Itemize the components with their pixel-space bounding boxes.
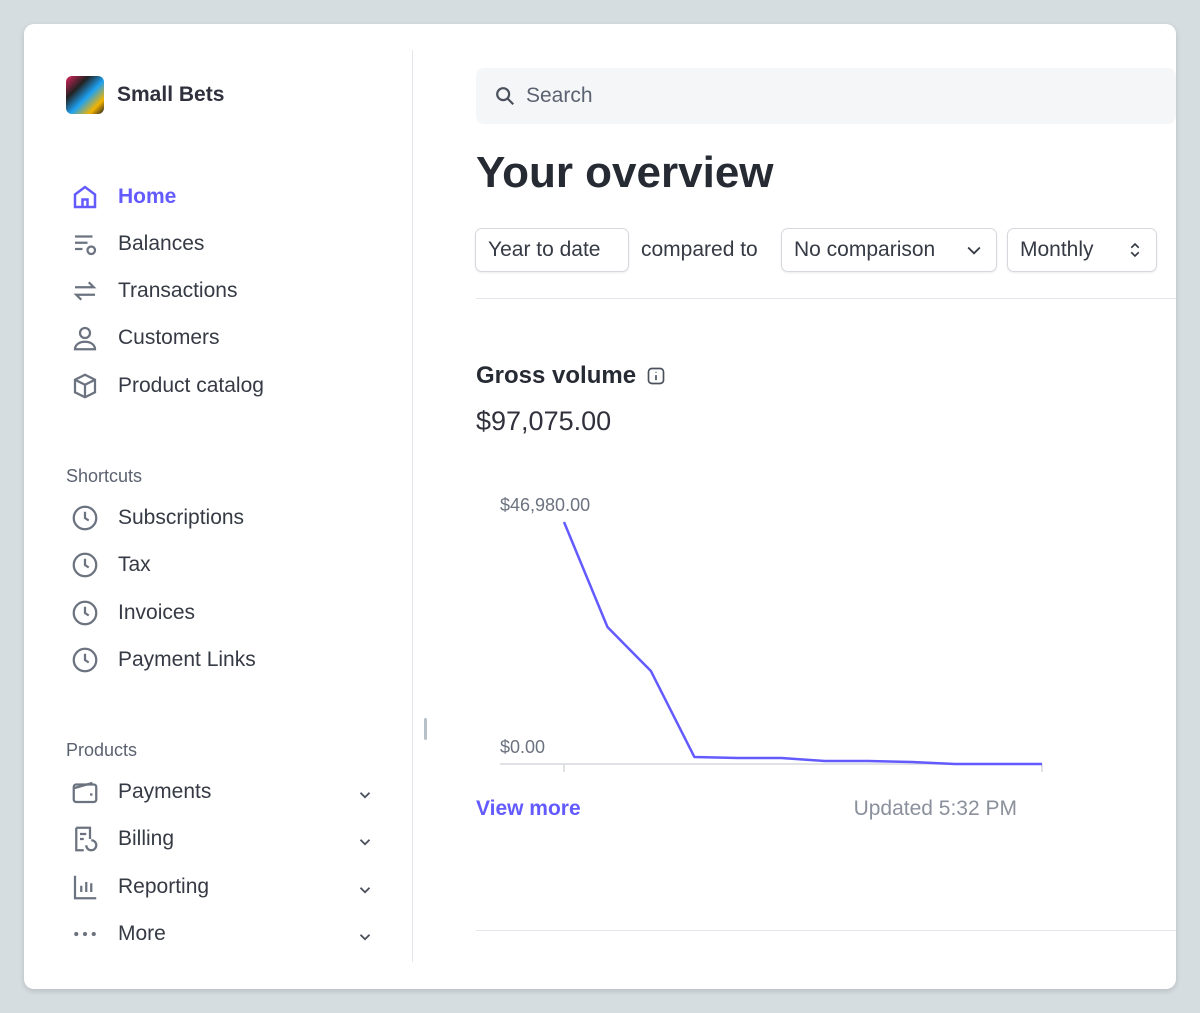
metric-header: Gross volume bbox=[476, 362, 666, 390]
chevron[interactable] bbox=[356, 881, 374, 899]
info-icon[interactable] bbox=[646, 366, 666, 386]
icon bbox=[72, 552, 98, 578]
label: More bbox=[118, 922, 166, 945]
series-line bbox=[562, 521, 1042, 766]
label: Year to date bbox=[488, 238, 601, 261]
label: Balances bbox=[118, 232, 205, 255]
product[interactable]: Payments bbox=[70, 777, 211, 807]
y-tick-label: $0.00 bbox=[500, 737, 545, 757]
resize-handle[interactable] bbox=[424, 718, 427, 740]
label: Payment Links bbox=[118, 648, 256, 671]
x-tick-label: Jan 2024 bbox=[564, 779, 638, 780]
shortcut[interactable]: Subscriptions bbox=[70, 503, 244, 533]
label: Invoices bbox=[118, 601, 196, 624]
search-placeholder: Search bbox=[526, 84, 593, 107]
label: Monthly bbox=[1020, 238, 1094, 261]
shortcut[interactable]: Invoices bbox=[70, 598, 195, 628]
chevron[interactable] bbox=[356, 786, 374, 804]
separator bbox=[476, 930, 1176, 931]
icon bbox=[73, 373, 97, 399]
search-icon bbox=[496, 87, 515, 106]
label: Home bbox=[118, 185, 177, 208]
nav-product-catalog[interactable]: Product catalog bbox=[70, 371, 264, 401]
chevron bbox=[967, 246, 981, 255]
icon bbox=[74, 931, 96, 937]
label: Product catalog bbox=[118, 374, 264, 397]
icon bbox=[72, 647, 98, 673]
x-tick-label: Dec 2024 bbox=[965, 779, 1042, 780]
compared-label: compared to bbox=[641, 238, 758, 261]
shortcut[interactable]: Tax bbox=[70, 550, 151, 580]
chevron[interactable] bbox=[356, 928, 374, 946]
search-bar[interactable]: Search bbox=[476, 68, 1176, 124]
metric-total: $97,075.00 bbox=[476, 406, 612, 436]
chevron bbox=[1130, 242, 1140, 258]
section-title: Shortcuts bbox=[66, 466, 143, 486]
metric-title: Gross volume bbox=[476, 362, 637, 389]
label: Transactions bbox=[118, 279, 238, 302]
label: Subscriptions bbox=[118, 506, 245, 529]
interval-select[interactable]: Monthly bbox=[1007, 228, 1157, 272]
icon bbox=[73, 185, 97, 209]
icon bbox=[72, 781, 98, 804]
icon bbox=[72, 600, 98, 626]
sidebar-divider bbox=[412, 50, 413, 962]
icon bbox=[73, 326, 97, 351]
nav-balances[interactable]: Balances bbox=[70, 229, 204, 259]
label: No comparison bbox=[794, 238, 936, 261]
nav-home[interactable]: Home bbox=[70, 182, 176, 212]
view-more-link[interactable]: View more bbox=[476, 797, 581, 820]
label: Tax bbox=[118, 553, 151, 576]
range-button[interactable]: Year to date bbox=[475, 228, 629, 272]
brand-logo bbox=[66, 76, 104, 114]
separator bbox=[476, 298, 1176, 299]
product[interactable]: Reporting bbox=[70, 872, 209, 902]
page-title: Your overview bbox=[476, 148, 774, 197]
shortcut[interactable]: Payment Links bbox=[70, 645, 256, 675]
chart: $0.00 $46,980.00 Jan 2024 Dec 2024 bbox=[500, 495, 1043, 780]
icon bbox=[72, 505, 98, 531]
nav-transactions[interactable]: Transactions bbox=[70, 276, 237, 306]
app-window: Small Bets Home Balances Transactions Cu… bbox=[24, 24, 1176, 989]
section-title: Products bbox=[66, 740, 138, 760]
product[interactable]: More bbox=[70, 919, 166, 949]
updated-time: Updated 5:32 PM bbox=[853, 797, 1017, 820]
product[interactable]: Billing bbox=[70, 824, 174, 854]
icon bbox=[73, 281, 97, 301]
chevron[interactable] bbox=[356, 833, 374, 851]
label: Billing bbox=[118, 827, 175, 850]
label: Payments bbox=[118, 780, 212, 803]
icon bbox=[75, 826, 98, 852]
nav-customers[interactable]: Customers bbox=[70, 323, 220, 353]
comparison-select[interactable]: No comparison bbox=[781, 228, 997, 272]
icon bbox=[75, 235, 97, 256]
icon bbox=[73, 875, 97, 900]
brand[interactable]: Small Bets bbox=[66, 76, 224, 114]
y-tick-label: $46,980.00 bbox=[500, 495, 590, 515]
label: Customers bbox=[118, 326, 220, 349]
label: Reporting bbox=[118, 875, 210, 898]
brand-name: Small Bets bbox=[117, 83, 225, 106]
